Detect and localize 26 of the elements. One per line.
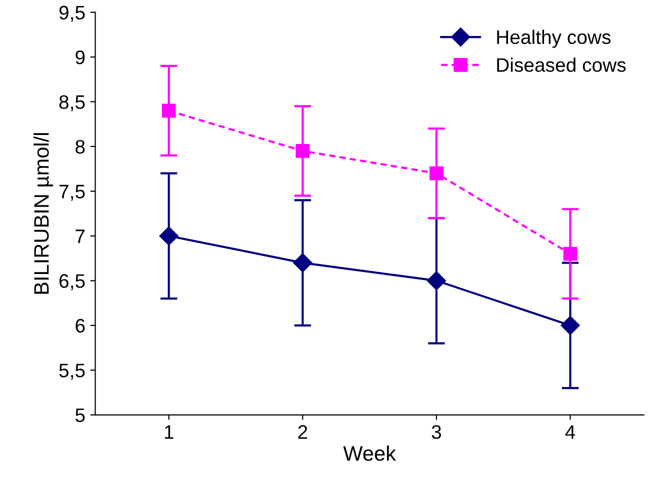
point	[430, 166, 444, 180]
y-tick-label: 6,5	[60, 274, 85, 290]
point	[563, 246, 578, 261]
point	[426, 271, 446, 290]
x-tick-label: 4	[565, 425, 576, 439]
y-tick-label: 7	[76, 230, 85, 243]
y-axis-title: BILIRUBIN µmol/l	[34, 133, 53, 294]
y-tick-label: 6	[76, 318, 85, 333]
x-tick-label: 1	[164, 425, 174, 439]
point	[159, 226, 178, 246]
x-tick-label: 2	[298, 425, 308, 439]
y-tick-label: 5,5	[59, 364, 85, 380]
legend-label: Diseased cows	[497, 58, 626, 72]
point	[296, 144, 310, 158]
y-tick-label: 7,5	[60, 184, 85, 201]
y-tick-label: 9,5	[59, 6, 85, 22]
point	[293, 253, 312, 272]
y-tick-label: 5	[76, 408, 85, 422]
point	[560, 316, 580, 335]
y-tick-label: 8	[76, 140, 85, 154]
y-tick-label: 8,5	[59, 95, 85, 112]
x-axis-title: Week	[343, 446, 396, 461]
y-tick-label: 9	[76, 50, 85, 64]
point	[162, 104, 176, 118]
x-tick-label: 3	[432, 425, 442, 439]
legend-label: Healthy cows	[497, 30, 611, 48]
